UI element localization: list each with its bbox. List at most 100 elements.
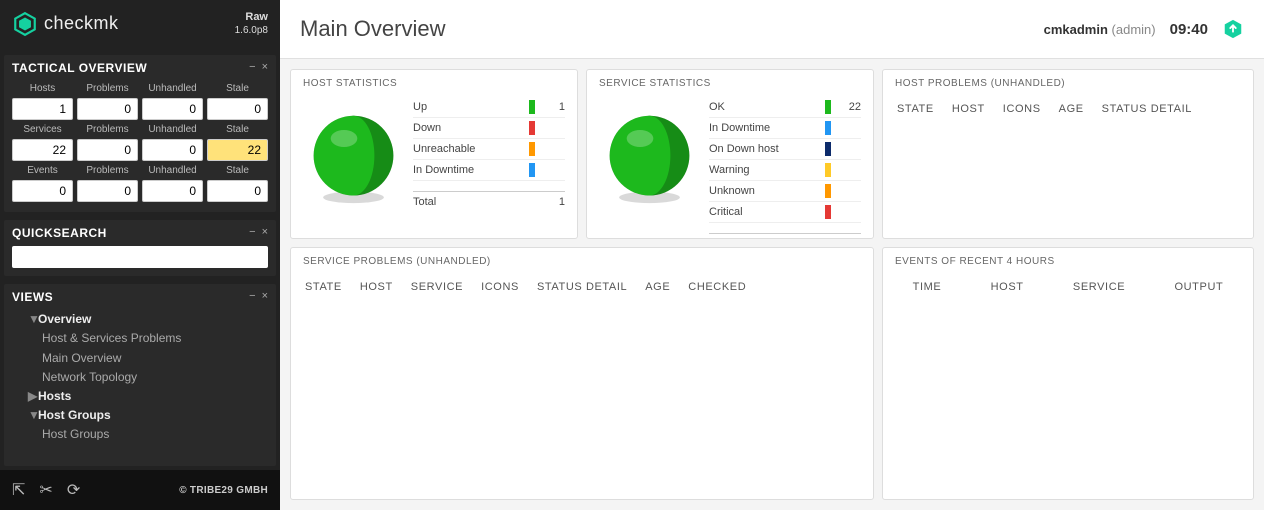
user-box: cmkadmin (admin) 09:40 (1044, 18, 1244, 40)
stats-row[interactable]: Warning (709, 160, 861, 181)
stats-row[interactable]: In Downtime (413, 160, 565, 181)
column-header[interactable]: STATE (897, 103, 934, 115)
snapin-tactical-overview: TACTICAL OVERVIEW − × Hosts Problems Unhan… (4, 55, 276, 212)
edit-icon[interactable]: ✂ (39, 480, 52, 500)
brand[interactable]: checkmk (12, 11, 119, 37)
tac-header: Hosts (12, 81, 73, 96)
tac-header: Events (12, 163, 73, 178)
minimize-icon[interactable]: − (249, 290, 255, 302)
add-snapin-icon[interactable]: ⇱ (12, 480, 25, 500)
user-name[interactable]: cmkadmin (1044, 22, 1108, 37)
stats-row[interactable]: Up1 (413, 97, 565, 118)
snapin-title: QUICKSEARCH (12, 226, 268, 240)
column-header[interactable]: STATUS DETAIL (537, 281, 627, 293)
tac-cell[interactable]: 0 (207, 180, 268, 202)
brand-edition: Raw (235, 10, 268, 24)
tac-cell[interactable]: 1 (12, 98, 73, 120)
stats-row[interactable]: On Down host (709, 139, 861, 160)
views-item[interactable]: Host Groups (12, 425, 268, 440)
host-stats-globe (303, 97, 403, 217)
panel-title: EVENTS OF RECENT 4 HOURS (895, 256, 1241, 267)
column-header[interactable]: SERVICE (1073, 281, 1125, 293)
tac-cell[interactable]: 0 (142, 98, 203, 120)
column-header[interactable]: TIME (913, 281, 942, 293)
minimize-icon[interactable]: − (249, 226, 255, 238)
panel-title: HOST STATISTICS (303, 78, 565, 89)
panel-service-statistics: SERVICE STATISTICS OK22In DowntimeOn Dow… (586, 69, 874, 239)
brand-version-number: 1.6.0p8 (235, 24, 268, 37)
sidebar-footer: ⇱ ✂ ⟳ © TRIBE29 GMBH (0, 470, 280, 510)
tac-cell[interactable]: 0 (77, 98, 138, 120)
tac-header: Unhandled (142, 81, 203, 96)
tac-header: Problems (77, 122, 138, 137)
column-header[interactable]: AGE (1059, 103, 1084, 115)
column-header[interactable]: CHECKED (688, 281, 746, 293)
column-header[interactable]: OUTPUT (1174, 281, 1223, 293)
panel-events-4h: EVENTS OF RECENT 4 HOURS TIME HOST SERVICE… (882, 247, 1254, 500)
column-header[interactable]: SERVICE (411, 281, 463, 293)
tac-cell[interactable]: 0 (77, 180, 138, 202)
views-item[interactable]: Main Overview (12, 349, 268, 368)
tac-cell[interactable]: 0 (142, 180, 203, 202)
column-header[interactable]: STATUS DETAIL (1102, 103, 1192, 115)
tac-cell[interactable]: 22 (12, 139, 73, 161)
stats-total: Total1 (413, 191, 565, 208)
views-item[interactable]: Network Topology (12, 368, 268, 387)
column-header[interactable]: HOST (991, 281, 1024, 293)
tac-header: Stale (207, 81, 268, 96)
snapin-title: TACTICAL OVERVIEW (12, 61, 268, 75)
panel-title: HOST PROBLEMS (UNHANDLED) (895, 78, 1241, 89)
minimize-icon[interactable]: − (249, 61, 255, 73)
tac-cell[interactable]: 0 (142, 139, 203, 161)
column-header[interactable]: HOST (360, 281, 393, 293)
tac-header: Stale (207, 122, 268, 137)
views-item[interactable]: ▼Host Groups (12, 406, 268, 425)
tac-cell[interactable]: 0 (207, 98, 268, 120)
page-title: Main Overview (300, 16, 445, 42)
stats-row[interactable]: In Downtime (709, 118, 861, 139)
tac-header: Services (12, 122, 73, 137)
column-header[interactable]: ICONS (481, 281, 519, 293)
tac-cell[interactable]: 0 (77, 139, 138, 161)
tac-header: Problems (77, 163, 138, 178)
close-icon[interactable]: × (262, 61, 268, 73)
main-header: Main Overview cmkadmin (admin) 09:40 (280, 0, 1264, 59)
stats-row[interactable]: Critical (709, 202, 861, 223)
tac-cell[interactable]: 0 (12, 180, 73, 202)
panel-title: SERVICE PROBLEMS (UNHANDLED) (303, 256, 861, 267)
tac-header: Unhandled (142, 122, 203, 137)
tac-header: Unhandled (142, 163, 203, 178)
column-header[interactable]: ICONS (1003, 103, 1041, 115)
stats-row[interactable]: Unknown (709, 181, 861, 202)
column-header[interactable]: HOST (952, 103, 985, 115)
reload-icon[interactable]: ⟳ (67, 480, 80, 500)
brand-name: checkmk (44, 13, 119, 34)
panel-host-problems: HOST PROBLEMS (UNHANDLED) STATE HOST ICONS… (882, 69, 1254, 239)
checkmk-hex-icon[interactable] (1222, 18, 1244, 40)
quicksearch-input[interactable] (12, 246, 268, 268)
close-icon[interactable]: × (262, 290, 268, 302)
stats-total: Total22 (709, 233, 861, 239)
sidebar: checkmk Raw 1.6.0p8 TACTICAL OVERVIEW − … (0, 0, 280, 510)
snapin-title: VIEWS (12, 290, 268, 304)
views-item[interactable]: ▶Hosts (12, 387, 268, 406)
stats-row[interactable]: OK22 (709, 97, 861, 118)
close-icon[interactable]: × (262, 226, 268, 238)
views-item[interactable]: Host & Services Problems (12, 329, 268, 348)
column-header[interactable]: AGE (645, 281, 670, 293)
logo-bar: checkmk Raw 1.6.0p8 (0, 0, 280, 51)
tac-cell[interactable]: 22 (207, 139, 268, 161)
footer-copyright: © TRIBE29 GMBH (179, 485, 268, 496)
stats-row[interactable]: Unreachable (413, 139, 565, 160)
tac-header: Problems (77, 81, 138, 96)
clock: 09:40 (1170, 21, 1208, 38)
brand-version: Raw 1.6.0p8 (235, 10, 268, 37)
views-item[interactable]: ▼Overview (12, 310, 268, 329)
dashboard-grid: HOST STATISTICS Up1DownUnreachableIn Dow… (280, 59, 1264, 510)
panel-host-statistics: HOST STATISTICS Up1DownUnreachableIn Dow… (290, 69, 578, 239)
panel-title: SERVICE STATISTICS (599, 78, 861, 89)
snapin-quicksearch: QUICKSEARCH − × (4, 220, 276, 276)
tac-header: Stale (207, 163, 268, 178)
stats-row[interactable]: Down (413, 118, 565, 139)
column-header[interactable]: STATE (305, 281, 342, 293)
